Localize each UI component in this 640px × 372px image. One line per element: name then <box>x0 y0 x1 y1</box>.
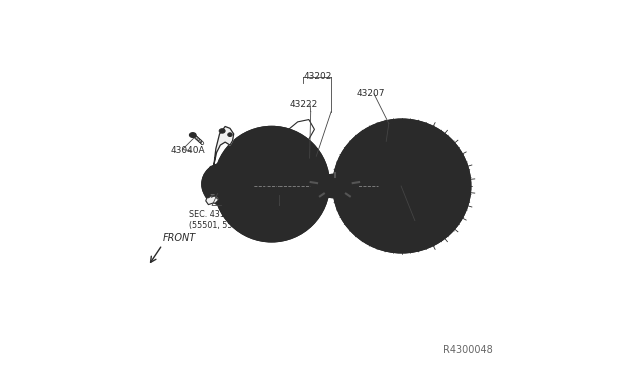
Ellipse shape <box>214 126 330 242</box>
Ellipse shape <box>344 192 348 195</box>
Ellipse shape <box>424 216 428 221</box>
Ellipse shape <box>438 172 444 176</box>
Polygon shape <box>206 195 218 205</box>
Ellipse shape <box>294 156 300 162</box>
Ellipse shape <box>330 183 340 189</box>
Ellipse shape <box>315 182 319 185</box>
Ellipse shape <box>236 170 241 175</box>
Ellipse shape <box>332 175 337 178</box>
Ellipse shape <box>426 174 434 181</box>
Ellipse shape <box>311 182 329 190</box>
Text: SEC. 431
(55501, 55502): SEC. 431 (55501, 55502) <box>189 210 251 230</box>
Ellipse shape <box>398 154 406 161</box>
Ellipse shape <box>360 196 365 200</box>
Ellipse shape <box>312 174 358 198</box>
Text: SEC. 441
(44020, 44030): SEC. 441 (44020, 44030) <box>244 208 305 228</box>
Ellipse shape <box>424 151 428 156</box>
Ellipse shape <box>228 133 232 137</box>
Ellipse shape <box>202 163 244 205</box>
Text: 43202: 43202 <box>303 72 332 81</box>
Ellipse shape <box>350 182 355 185</box>
Ellipse shape <box>360 172 365 176</box>
Ellipse shape <box>400 144 404 149</box>
Ellipse shape <box>232 198 237 202</box>
Text: 43207: 43207 <box>356 89 385 97</box>
Ellipse shape <box>438 196 444 200</box>
Ellipse shape <box>219 180 228 189</box>
Ellipse shape <box>294 206 300 212</box>
Ellipse shape <box>208 169 239 199</box>
Text: 44098M: 44098M <box>401 182 437 190</box>
Ellipse shape <box>333 119 470 253</box>
Polygon shape <box>214 126 234 164</box>
Ellipse shape <box>321 192 326 195</box>
Ellipse shape <box>305 158 312 163</box>
Ellipse shape <box>376 151 380 156</box>
Ellipse shape <box>189 132 196 137</box>
Text: 43222: 43222 <box>289 100 317 109</box>
Ellipse shape <box>243 155 300 213</box>
Ellipse shape <box>381 206 388 213</box>
Ellipse shape <box>370 174 377 181</box>
Ellipse shape <box>323 180 348 192</box>
Text: R4300048: R4300048 <box>444 345 493 355</box>
Ellipse shape <box>400 223 404 228</box>
Ellipse shape <box>243 156 250 162</box>
Ellipse shape <box>414 224 418 227</box>
Ellipse shape <box>243 206 250 212</box>
Ellipse shape <box>415 206 423 213</box>
Ellipse shape <box>367 152 437 220</box>
Ellipse shape <box>413 223 419 228</box>
Ellipse shape <box>378 163 426 209</box>
Text: 43040A: 43040A <box>170 146 205 155</box>
Ellipse shape <box>209 166 214 171</box>
Text: FRONT: FRONT <box>163 233 196 243</box>
Ellipse shape <box>376 216 380 221</box>
Ellipse shape <box>205 193 210 198</box>
Ellipse shape <box>219 129 225 133</box>
